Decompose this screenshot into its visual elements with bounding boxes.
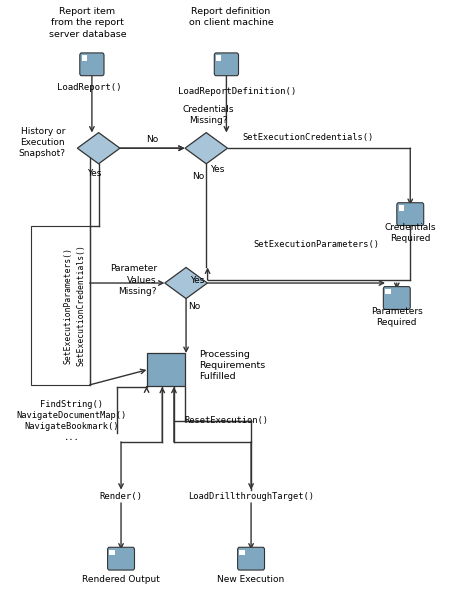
Text: Report item
from the report
server database: Report item from the report server datab… bbox=[49, 7, 126, 39]
Polygon shape bbox=[165, 267, 207, 299]
Text: Rendered Output: Rendered Output bbox=[82, 574, 160, 583]
Text: History or
Execution
Snapshot?: History or Execution Snapshot? bbox=[18, 126, 65, 158]
FancyBboxPatch shape bbox=[237, 547, 264, 570]
Text: Yes: Yes bbox=[87, 169, 101, 178]
Bar bbox=[147, 353, 184, 386]
FancyBboxPatch shape bbox=[239, 550, 245, 555]
Text: SetExecutionCredentials(): SetExecutionCredentials() bbox=[76, 244, 85, 367]
Text: SetExecutionParameters(): SetExecutionParameters() bbox=[253, 240, 378, 249]
FancyBboxPatch shape bbox=[382, 287, 410, 309]
FancyBboxPatch shape bbox=[216, 55, 221, 61]
Text: LoadReportDefinition(): LoadReportDefinition() bbox=[178, 87, 296, 96]
Text: LoadDrillthroughTarget(): LoadDrillthroughTarget() bbox=[188, 492, 313, 501]
Text: Yes: Yes bbox=[209, 165, 224, 173]
FancyBboxPatch shape bbox=[107, 547, 134, 570]
FancyBboxPatch shape bbox=[384, 289, 390, 294]
Text: Report definition
on client machine: Report definition on client machine bbox=[188, 7, 273, 28]
Text: SetExecutionParameters(): SetExecutionParameters() bbox=[64, 247, 73, 364]
Text: ResetExecution(): ResetExecution() bbox=[184, 417, 268, 426]
FancyBboxPatch shape bbox=[109, 550, 115, 555]
FancyBboxPatch shape bbox=[396, 203, 423, 226]
Text: Yes: Yes bbox=[190, 276, 204, 285]
Text: Processing
Requirements
Fulfilled: Processing Requirements Fulfilled bbox=[199, 350, 265, 380]
FancyBboxPatch shape bbox=[214, 53, 238, 76]
Text: FindString()
NavigateDocumentMap()
NavigateBookmark()
...: FindString() NavigateDocumentMap() Navig… bbox=[17, 400, 127, 442]
Text: New Execution: New Execution bbox=[217, 574, 284, 583]
Text: Credentials
Required: Credentials Required bbox=[384, 223, 435, 243]
Polygon shape bbox=[184, 132, 227, 164]
Text: LoadReport(): LoadReport() bbox=[57, 83, 122, 92]
Text: Credentials
Missing?: Credentials Missing? bbox=[182, 105, 234, 125]
Text: No: No bbox=[188, 302, 200, 311]
FancyBboxPatch shape bbox=[81, 55, 87, 61]
Text: No: No bbox=[146, 135, 158, 144]
Text: Parameter
Values
Missing?: Parameter Values Missing? bbox=[110, 264, 156, 296]
FancyBboxPatch shape bbox=[398, 205, 404, 211]
Polygon shape bbox=[77, 132, 120, 164]
Text: Parameters
Required: Parameters Required bbox=[370, 307, 422, 327]
Text: SetExecutionCredentials(): SetExecutionCredentials() bbox=[242, 133, 373, 142]
Bar bbox=[31, 226, 89, 385]
Text: No: No bbox=[191, 172, 203, 181]
Text: Render(): Render() bbox=[99, 492, 142, 501]
FancyBboxPatch shape bbox=[80, 53, 104, 76]
